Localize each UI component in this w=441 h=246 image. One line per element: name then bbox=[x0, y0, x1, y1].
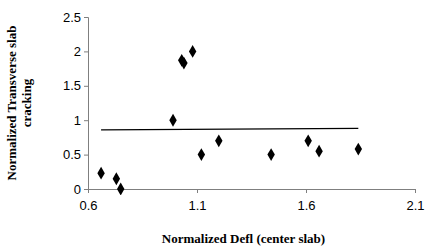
tick-mark bbox=[197, 189, 198, 193]
point bbox=[198, 148, 205, 161]
tick-mark bbox=[84, 17, 88, 18]
tick-mark bbox=[415, 189, 416, 193]
tick: 2.5 bbox=[63, 10, 88, 25]
point bbox=[189, 45, 196, 58]
tick-mark bbox=[84, 189, 88, 190]
y-axis: 0 0.5 1 1.5 2 2.5 bbox=[63, 10, 89, 197]
tick: 1.5 bbox=[63, 78, 88, 93]
tick: 0.5 bbox=[63, 147, 88, 162]
tick-label: 0.5 bbox=[63, 147, 81, 162]
tick-label: 2.5 bbox=[63, 10, 81, 25]
axis-line bbox=[84, 18, 89, 190]
tick: 1 bbox=[74, 113, 88, 128]
tick-label: 1 bbox=[74, 113, 81, 128]
tick-label: 0.6 bbox=[79, 198, 97, 213]
x-axis-title: Normalized Defl (center slab) bbox=[162, 231, 325, 246]
tick-mark bbox=[306, 189, 307, 193]
tick-mark bbox=[84, 86, 88, 87]
plot: 0.6 1.1 1.6 2.1 0 0.5 1 1.5 2 2.5 bbox=[63, 10, 425, 214]
point bbox=[169, 114, 176, 127]
tick-mark bbox=[84, 51, 88, 52]
tick-label: 1.1 bbox=[188, 198, 206, 213]
tick-label: 2 bbox=[74, 44, 81, 59]
data bbox=[97, 45, 362, 195]
tick-mark bbox=[84, 155, 88, 156]
chart: 0.6 1.1 1.6 2.1 0 0.5 1 1.5 2 2.5 Normalized Defl … bbox=[0, 0, 441, 246]
point bbox=[180, 57, 187, 70]
trend-line bbox=[101, 128, 358, 129]
point bbox=[97, 167, 104, 180]
x-axis: 0.6 1.1 1.6 2.1 bbox=[79, 189, 424, 213]
tick-mark bbox=[84, 120, 88, 121]
axis-line bbox=[89, 190, 416, 194]
point bbox=[117, 183, 124, 195]
tick: 0 bbox=[74, 182, 88, 197]
point bbox=[113, 172, 120, 185]
tick-label: 0 bbox=[74, 182, 81, 197]
tick-label: 2.1 bbox=[406, 198, 424, 213]
point bbox=[304, 134, 311, 147]
point bbox=[315, 145, 322, 158]
tick: 0.6 bbox=[79, 189, 97, 213]
y-axis-title: Normalized Transverse slabcracking bbox=[4, 26, 34, 181]
point bbox=[267, 148, 274, 161]
tick: 2 bbox=[74, 44, 88, 59]
point bbox=[355, 143, 362, 156]
tick: 1.1 bbox=[188, 189, 206, 213]
tick-label: 1.5 bbox=[63, 78, 81, 93]
point bbox=[215, 134, 222, 147]
tick: 2.1 bbox=[406, 189, 424, 213]
tick-label: 1.6 bbox=[297, 198, 315, 213]
tick: 1.6 bbox=[297, 189, 315, 213]
